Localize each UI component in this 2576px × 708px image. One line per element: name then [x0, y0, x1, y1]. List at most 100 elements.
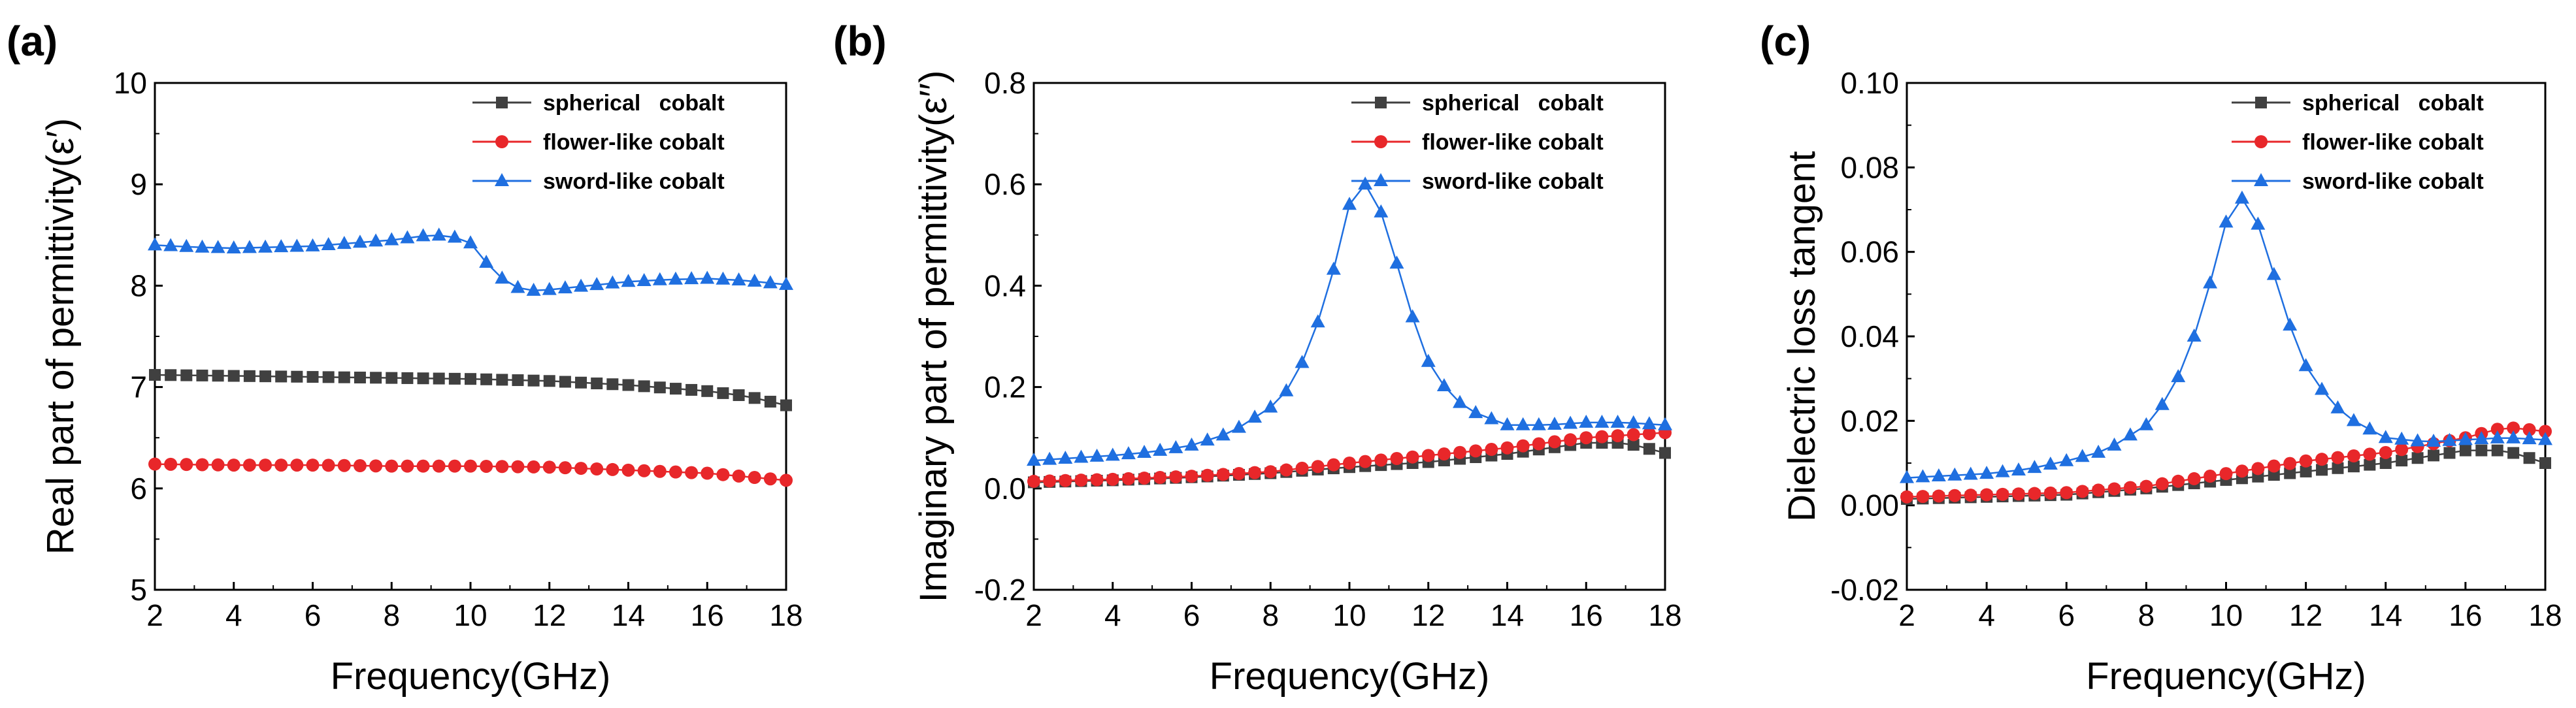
- data-point: [2155, 477, 2169, 491]
- data-point: [1374, 453, 1388, 467]
- data-point: [606, 378, 619, 391]
- data-point: [275, 370, 288, 383]
- data-point: [1916, 490, 1930, 504]
- data-point: [1468, 405, 1483, 419]
- data-point: [196, 369, 208, 381]
- x-tick-label: 6: [305, 598, 322, 632]
- data-point: [290, 459, 304, 472]
- data-point: [2379, 445, 2392, 459]
- data-point: [242, 459, 256, 472]
- data-point: [2011, 487, 2025, 501]
- x-tick-label: 12: [1412, 598, 1445, 632]
- series-flowerlike: [148, 457, 793, 487]
- data-point: [1900, 490, 1913, 504]
- data-point: [1153, 471, 1167, 485]
- data-point: [2060, 486, 2073, 500]
- x-tick-label: 14: [2369, 598, 2402, 632]
- data-point: [2187, 329, 2202, 342]
- data-point: [1216, 468, 1230, 481]
- data-point: [764, 395, 776, 408]
- x-tick-label: 16: [1570, 598, 1603, 632]
- data-point: [763, 472, 777, 486]
- data-point: [2011, 462, 2026, 475]
- data-point: [2426, 434, 2441, 447]
- data-point: [1310, 314, 1325, 328]
- data-point: [496, 374, 508, 386]
- data-point: [780, 474, 793, 487]
- y-tick-label: 6: [130, 472, 147, 506]
- x-tick-label: 2: [146, 598, 163, 632]
- data-point: [2268, 469, 2280, 481]
- data-point: [590, 462, 604, 476]
- data-point: [1500, 417, 1515, 430]
- data-point: [212, 370, 224, 382]
- data-point: [1027, 474, 1040, 488]
- data-point: [1168, 440, 1183, 453]
- data-point: [542, 282, 557, 295]
- data-point: [2123, 481, 2137, 494]
- data-point: [1184, 437, 1199, 451]
- data-point: [1343, 457, 1356, 470]
- data-point: [448, 459, 461, 473]
- data-point: [1453, 445, 1467, 459]
- series-swordlike: [148, 227, 793, 296]
- data-point: [447, 229, 462, 243]
- data-point: [2347, 449, 2360, 463]
- chart-panel-c: (c) 2 4 6 8 10 12 14 16 18 -0.02 0.00 0.02 0.04 0.06 0.…: [1760, 18, 2562, 698]
- y-tick-label: 9: [130, 167, 147, 201]
- data-point: [227, 459, 240, 472]
- data-point: [1106, 472, 1119, 486]
- data-point: [322, 371, 335, 383]
- data-point: [1138, 471, 1151, 485]
- data-point: [164, 457, 178, 471]
- data-point: [653, 464, 667, 478]
- data-point: [1579, 414, 1594, 428]
- data-point: [2378, 430, 2393, 443]
- data-point: [2474, 431, 2489, 445]
- data-point: [2507, 421, 2520, 435]
- data-point: [542, 460, 556, 474]
- data-point: [1963, 466, 1978, 480]
- data-point: [1295, 461, 1309, 475]
- x-tick-label: 4: [1104, 598, 1121, 632]
- x-tick-label: 16: [2449, 598, 2482, 632]
- legend-entry: sword-like cobalt: [472, 169, 725, 194]
- data-point: [352, 234, 367, 248]
- data-point: [512, 374, 524, 387]
- data-point: [431, 227, 446, 241]
- data-point: [2171, 369, 2186, 383]
- panel-label: (a): [7, 18, 58, 65]
- data-point: [510, 280, 525, 293]
- data-point: [669, 465, 682, 479]
- data-point: [2059, 453, 2074, 466]
- data-point: [685, 383, 698, 396]
- data-point: [1484, 411, 1499, 425]
- data-point: [2266, 266, 2281, 280]
- x-axis-title: Frequency(GHz): [1210, 655, 1490, 698]
- y-tick-label: -0.2: [974, 573, 1026, 607]
- data-point: [1547, 417, 1562, 430]
- data-point: [2092, 483, 2105, 497]
- data-point: [1326, 261, 1341, 275]
- y-tick-label: 0.4: [984, 268, 1026, 302]
- x-tick-label: 8: [1262, 598, 1279, 632]
- plot-frame: [1032, 82, 1666, 591]
- data-point: [1469, 444, 1483, 458]
- legend-marker: [2255, 97, 2267, 108]
- data-point: [1594, 414, 1610, 428]
- x-tick-label: 2: [1025, 598, 1042, 632]
- data-point: [1059, 474, 1072, 487]
- data-point: [668, 271, 683, 285]
- data-point: [211, 458, 225, 472]
- y-axis-title: Imaginary part of permittivity(ε′′): [912, 71, 955, 603]
- data-point: [622, 379, 635, 391]
- x-tick-label: 18: [1648, 598, 1681, 632]
- data-point: [1979, 466, 1994, 479]
- data-point: [1027, 453, 1041, 466]
- data-point: [464, 459, 477, 473]
- data-point: [2315, 453, 2329, 466]
- data-point: [716, 468, 730, 481]
- x-tick-label: 10: [2209, 598, 2243, 632]
- data-point: [2332, 462, 2344, 474]
- data-point: [2346, 413, 2361, 426]
